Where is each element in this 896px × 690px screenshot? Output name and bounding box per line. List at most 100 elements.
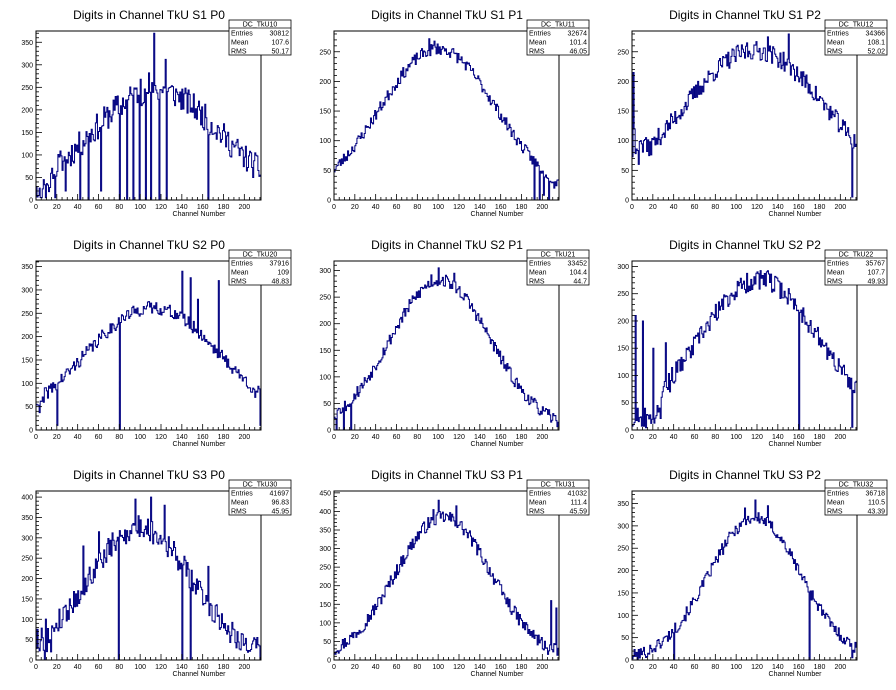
x-tick-label: 120	[155, 664, 167, 671]
y-tick-label: 100	[21, 381, 33, 388]
x-tick-label: 160	[197, 664, 209, 671]
y-tick-label: 250	[617, 546, 629, 553]
y-tick-label: 100	[617, 613, 629, 620]
plot-frame	[631, 490, 858, 661]
x-axis-label: Channel Number	[471, 211, 525, 218]
x-tick-label: 80	[413, 664, 421, 671]
y-tick-label: 250	[617, 291, 629, 298]
stats-value: 37916	[270, 261, 290, 268]
y-tick-label: 0	[29, 198, 33, 205]
chart-title: Digits in Channel TkU S2 P1	[371, 238, 523, 252]
x-tick-label: 60	[95, 204, 103, 211]
y-tick-label: 100	[617, 373, 629, 380]
x-tick-label: 120	[751, 664, 763, 671]
x-tick-label: 140	[474, 204, 486, 211]
y-tick-label: 200	[21, 334, 33, 341]
x-tick-label: 60	[95, 434, 103, 441]
y-tick-label: 150	[21, 130, 33, 137]
y-tick-label: 50	[323, 639, 331, 646]
x-tick-label: 20	[53, 664, 61, 671]
y-tick-label: 150	[319, 602, 331, 609]
x-tick-label: 140	[474, 664, 486, 671]
chart-title: Digits in Channel TkU S3 P1	[371, 468, 523, 482]
x-tick-label: 140	[772, 664, 784, 671]
x-tick-label: 160	[495, 664, 507, 671]
x-tick-label: 120	[155, 434, 167, 441]
stats-box-frame	[526, 19, 590, 56]
x-tick-label: 200	[834, 434, 846, 441]
x-tick-label: 20	[351, 204, 359, 211]
chart-title: Digits in Channel TkU S3 P0	[73, 468, 225, 482]
histogram-series	[333, 499, 560, 660]
y-tick-label: 350	[319, 528, 331, 535]
y-tick-label: 200	[21, 576, 33, 583]
stats-label: Entries	[827, 261, 849, 268]
stats-value: 107.7	[867, 270, 885, 277]
y-tick-label: 100	[319, 374, 331, 381]
y-tick-label: 0	[327, 428, 331, 435]
plot-frame	[333, 30, 560, 201]
y-tick-label: 300	[617, 264, 629, 271]
stats-label: Entries	[529, 261, 551, 268]
x-tick-label: 200	[536, 434, 548, 441]
x-tick-label: 20	[649, 204, 657, 211]
stats-box: DC_TkU20 Entries 37916 Mean 109 RMS 48.83	[228, 249, 292, 286]
y-tick-label: 300	[21, 62, 33, 69]
histogram-series	[631, 270, 858, 431]
x-tick-label: 180	[814, 434, 826, 441]
x-tick-label: 160	[793, 664, 805, 671]
x-axis-label: Channel Number	[769, 441, 823, 448]
y-tick-label: 350	[617, 501, 629, 508]
y-tick-label: 250	[21, 85, 33, 92]
y-tick-label: 50	[25, 637, 33, 644]
stats-value: 101.4	[569, 40, 587, 47]
stats-value: 52.02	[867, 49, 885, 56]
stats-box-frame	[228, 19, 292, 56]
stats-value: 44.7	[573, 279, 587, 286]
stats-box-frame	[824, 249, 888, 286]
y-tick-label: 400	[21, 495, 33, 502]
x-tick-label: 80	[711, 204, 719, 211]
y-tick-label: 0	[327, 198, 331, 205]
x-tick-label: 120	[751, 434, 763, 441]
y-tick-label: 100	[319, 138, 331, 145]
x-tick-label: 100	[432, 664, 444, 671]
x-tick-label: 0	[332, 664, 336, 671]
x-tick-label: 140	[176, 204, 188, 211]
y-tick-label: 200	[319, 79, 331, 86]
x-tick-label: 20	[351, 664, 359, 671]
histogram-series	[631, 33, 858, 200]
histogram-panel: Digits in Channel TkU S1 P0 0 20 40 60 80 100 1…	[21, 8, 292, 218]
x-tick-label: 60	[393, 664, 401, 671]
x-tick-label: 160	[197, 434, 209, 441]
x-tick-label: 40	[74, 664, 82, 671]
x-tick-label: 200	[536, 204, 548, 211]
stats-box: DC_TkU32 Entries 36718 Mean 110.5 RMS 43.39	[824, 479, 888, 516]
y-tick-label: 200	[319, 583, 331, 590]
x-tick-label: 0	[34, 204, 38, 211]
x-tick-label: 20	[649, 664, 657, 671]
x-tick-label: 100	[134, 434, 146, 441]
stats-label: Mean	[231, 40, 249, 47]
x-tick-label: 100	[432, 434, 444, 441]
y-tick-label: 200	[617, 568, 629, 575]
stats-label: Mean	[827, 500, 845, 507]
histogram-panel: Digits in Channel TkU S3 P2 0 20 40 60 80 100 1…	[617, 468, 888, 678]
y-tick-label: 0	[625, 198, 629, 205]
y-tick-label: 350	[21, 515, 33, 522]
chart-title: Digits in Channel TkU S1 P0	[73, 8, 225, 22]
x-tick-label: 40	[670, 664, 678, 671]
x-tick-label: 180	[218, 434, 230, 441]
stats-label: RMS	[827, 279, 843, 286]
x-tick-label: 40	[74, 434, 82, 441]
x-tick-label: 40	[74, 204, 82, 211]
x-tick-label: 180	[218, 204, 230, 211]
y-tick-label: 200	[21, 107, 33, 114]
x-tick-label: 200	[238, 204, 250, 211]
x-tick-label: 20	[53, 434, 61, 441]
plot-frame	[35, 490, 262, 661]
plot-frame	[35, 30, 262, 201]
y-tick-label: 250	[319, 565, 331, 572]
x-tick-label: 160	[793, 434, 805, 441]
